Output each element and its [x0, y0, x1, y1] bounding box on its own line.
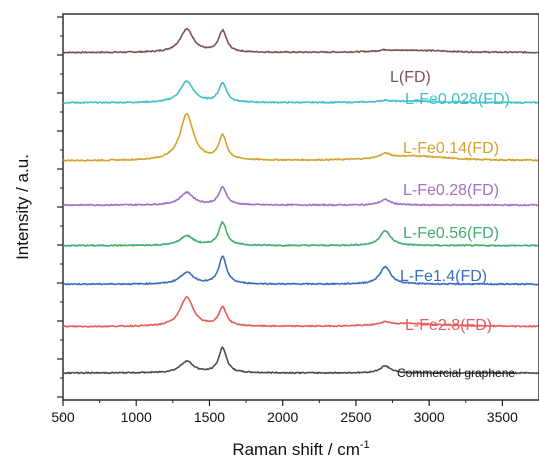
- spectrum-line: [62, 255, 539, 286]
- x-tick-label: 3000: [414, 409, 445, 425]
- series-label: Commercial graphene: [397, 366, 515, 380]
- spectrum-line: [62, 346, 539, 375]
- series-label: L-Fe0.028(FD): [405, 91, 510, 108]
- series-label: L-Fe0.28(FD): [403, 182, 499, 199]
- spectrum-line: [62, 27, 539, 54]
- x-axis-label-sup: -1: [360, 439, 370, 451]
- spectrum-line: [62, 186, 539, 207]
- x-tick-label: 2500: [340, 409, 371, 425]
- spectrum-line: [62, 80, 539, 105]
- spectrum-line: [62, 295, 539, 328]
- x-axis-ticks: 500 1000 1500 2000 2500 3000 3500: [51, 400, 518, 425]
- spectrum-line: [62, 220, 539, 248]
- series-label: L-Fe1.4(FD): [400, 268, 487, 285]
- plot-frame: [62, 13, 539, 401]
- x-tick-label: 1500: [194, 409, 225, 425]
- spectrum-line: [62, 112, 539, 162]
- series-labels: L(FD) L-Fe0.028(FD) L-Fe0.14(FD) L-Fe0.28(F…: [390, 69, 515, 380]
- y-axis-label: Intensity / a.u.: [13, 154, 32, 260]
- series-label: L-Fe2.8(FD): [405, 317, 492, 334]
- x-tick-label: 2000: [267, 409, 298, 425]
- series-label: L-Fe0.14(FD): [403, 140, 499, 157]
- series-label: L(FD): [390, 69, 431, 86]
- x-tick-label: 1000: [121, 409, 152, 425]
- x-axis-label: Raman shift / cm-1: [232, 439, 369, 459]
- y-axis-ticks: [57, 16, 63, 417]
- x-tick-label: 3500: [487, 409, 518, 425]
- series-label: L-Fe0.56(FD): [403, 225, 499, 242]
- x-tick-label: 500: [51, 409, 75, 425]
- spectra: [62, 27, 539, 375]
